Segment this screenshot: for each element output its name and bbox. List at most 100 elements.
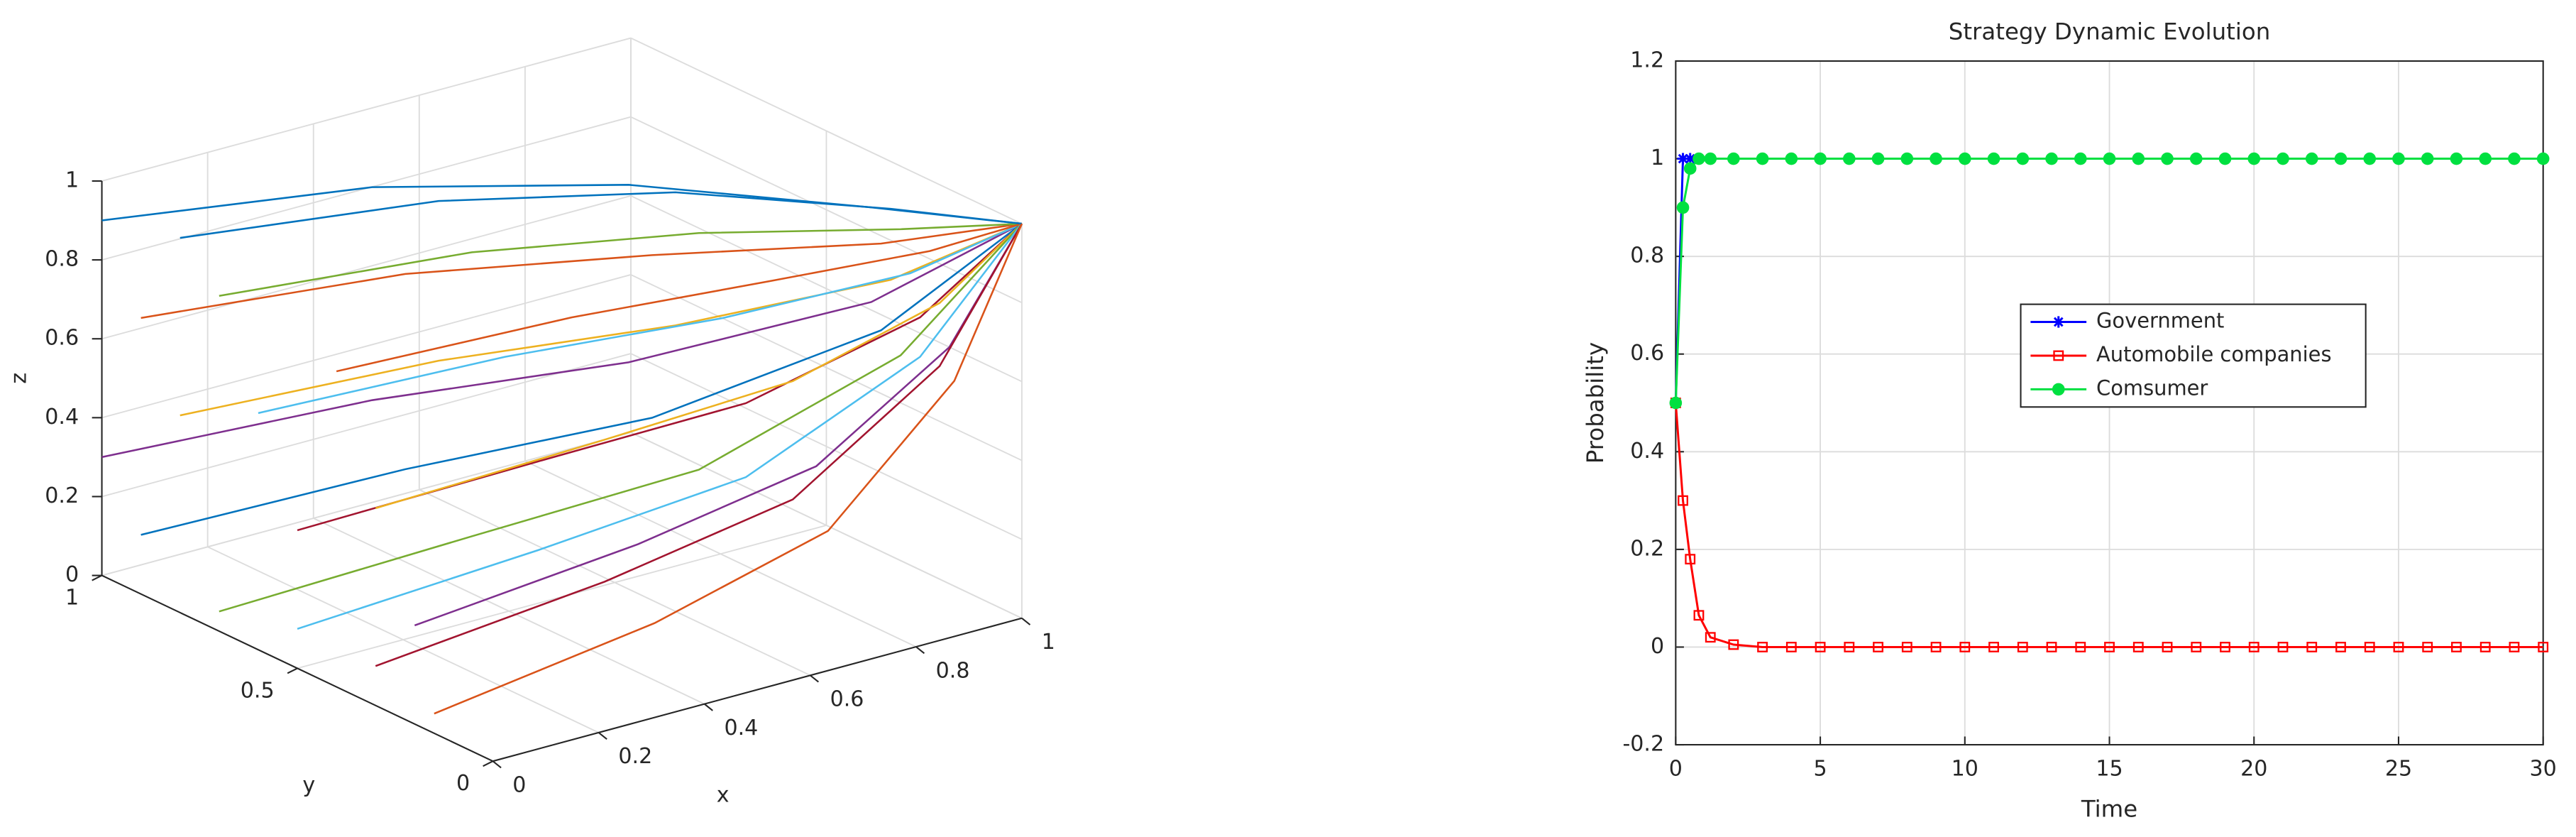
marker-shape <box>2104 642 2115 652</box>
marker-shape <box>1900 152 1914 165</box>
marker <box>1678 495 1688 506</box>
grid-line <box>101 274 632 419</box>
marker <box>1843 152 1856 165</box>
marker <box>2305 152 2318 165</box>
x-tick-label: 25 <box>2385 756 2412 781</box>
marker-shape <box>2393 642 2404 652</box>
marker <box>2045 152 2058 165</box>
marker-shape <box>1685 554 1696 565</box>
marker-shape <box>2364 642 2375 652</box>
z-tick-label: 0 <box>65 562 79 587</box>
marker-shape <box>2220 642 2230 652</box>
x-tick-label: 0.4 <box>724 716 758 740</box>
marker <box>2479 152 2492 165</box>
marker-shape <box>2189 152 2203 165</box>
marker-shape <box>2392 152 2405 165</box>
grid-line <box>101 195 632 340</box>
trajectory <box>101 184 1023 225</box>
marker <box>2334 152 2347 165</box>
marker-shape <box>1757 642 1768 652</box>
marker-shape <box>2074 152 2087 165</box>
marker <box>1844 642 1855 652</box>
marker <box>2162 642 2173 652</box>
trajectory <box>219 222 1023 297</box>
marker <box>2161 152 2174 165</box>
marker <box>2074 152 2087 165</box>
marker-shape <box>2536 152 2550 165</box>
trajectory <box>219 223 1023 613</box>
marker-shape <box>1669 396 1683 410</box>
y-tick-label: 0.2 <box>1630 536 1664 561</box>
trajectory <box>375 223 1023 667</box>
x-tick <box>915 646 925 655</box>
marker <box>1676 201 1690 214</box>
y-tick <box>483 760 493 767</box>
marker <box>2363 152 2377 165</box>
x-tick <box>704 703 713 711</box>
grid-line <box>101 353 632 498</box>
marker <box>2536 152 2550 165</box>
marker-shape <box>2306 642 2318 652</box>
marker <box>2017 642 2028 652</box>
marker <box>2046 642 2057 652</box>
marker-shape <box>2016 152 2030 165</box>
trajectory <box>141 222 1023 319</box>
marker <box>2247 152 2261 165</box>
marker <box>2364 642 2375 652</box>
marker-shape <box>2451 642 2462 652</box>
marker-shape <box>1785 152 1798 165</box>
marker-shape <box>1676 201 1690 214</box>
marker-shape <box>2335 642 2346 652</box>
marker <box>2132 642 2144 652</box>
marker <box>1815 642 1826 652</box>
marker-shape <box>1959 152 1971 165</box>
trajectory <box>101 223 1023 459</box>
marker <box>2220 642 2230 652</box>
marker <box>2075 642 2086 652</box>
marker <box>1693 610 1705 621</box>
marker-shape <box>2191 642 2202 652</box>
z-tick-label: 0.8 <box>45 247 79 272</box>
marker-shape <box>1959 642 1971 652</box>
x-tick-label: 0.2 <box>618 744 652 769</box>
marker-shape <box>1756 152 1769 165</box>
y-tick-label: 1 <box>1651 146 1664 170</box>
marker <box>1683 162 1697 175</box>
marker-shape <box>2161 152 2174 165</box>
series-line <box>1674 158 2543 403</box>
marker <box>2277 152 2289 165</box>
x-tick-label: 30 <box>2530 756 2557 781</box>
marker <box>1959 152 1971 165</box>
marker-shape <box>1678 495 1688 506</box>
z-tick-label: 1 <box>65 168 79 192</box>
marker <box>1959 642 1971 652</box>
marker-shape <box>2075 642 2086 652</box>
marker-shape <box>2132 642 2144 652</box>
x-tick <box>598 732 607 740</box>
marker <box>2218 152 2232 165</box>
trajectory <box>414 223 1023 627</box>
marker-shape <box>1693 610 1705 621</box>
x-axis-label: x <box>717 782 730 807</box>
trajectory <box>297 223 1023 630</box>
y-tick-label: 1 <box>65 585 79 610</box>
y-tick <box>92 574 102 581</box>
marker <box>1757 642 1768 652</box>
marker <box>1756 152 1769 165</box>
marker <box>2104 642 2115 652</box>
marker-shape <box>2017 642 2028 652</box>
marker-shape <box>1704 152 1717 165</box>
trajectory <box>180 222 1023 417</box>
y-tick-label: 0.5 <box>241 678 275 703</box>
marker-shape <box>2450 152 2463 165</box>
marker-shape <box>1785 642 1797 652</box>
z-axis-label: z <box>6 373 31 384</box>
marker <box>2509 642 2520 652</box>
marker <box>1785 642 1797 652</box>
grid-line <box>101 432 632 576</box>
trajectory <box>434 223 1023 715</box>
marker <box>1987 152 2000 165</box>
marker-shape <box>2479 642 2491 652</box>
marker <box>2016 152 2030 165</box>
